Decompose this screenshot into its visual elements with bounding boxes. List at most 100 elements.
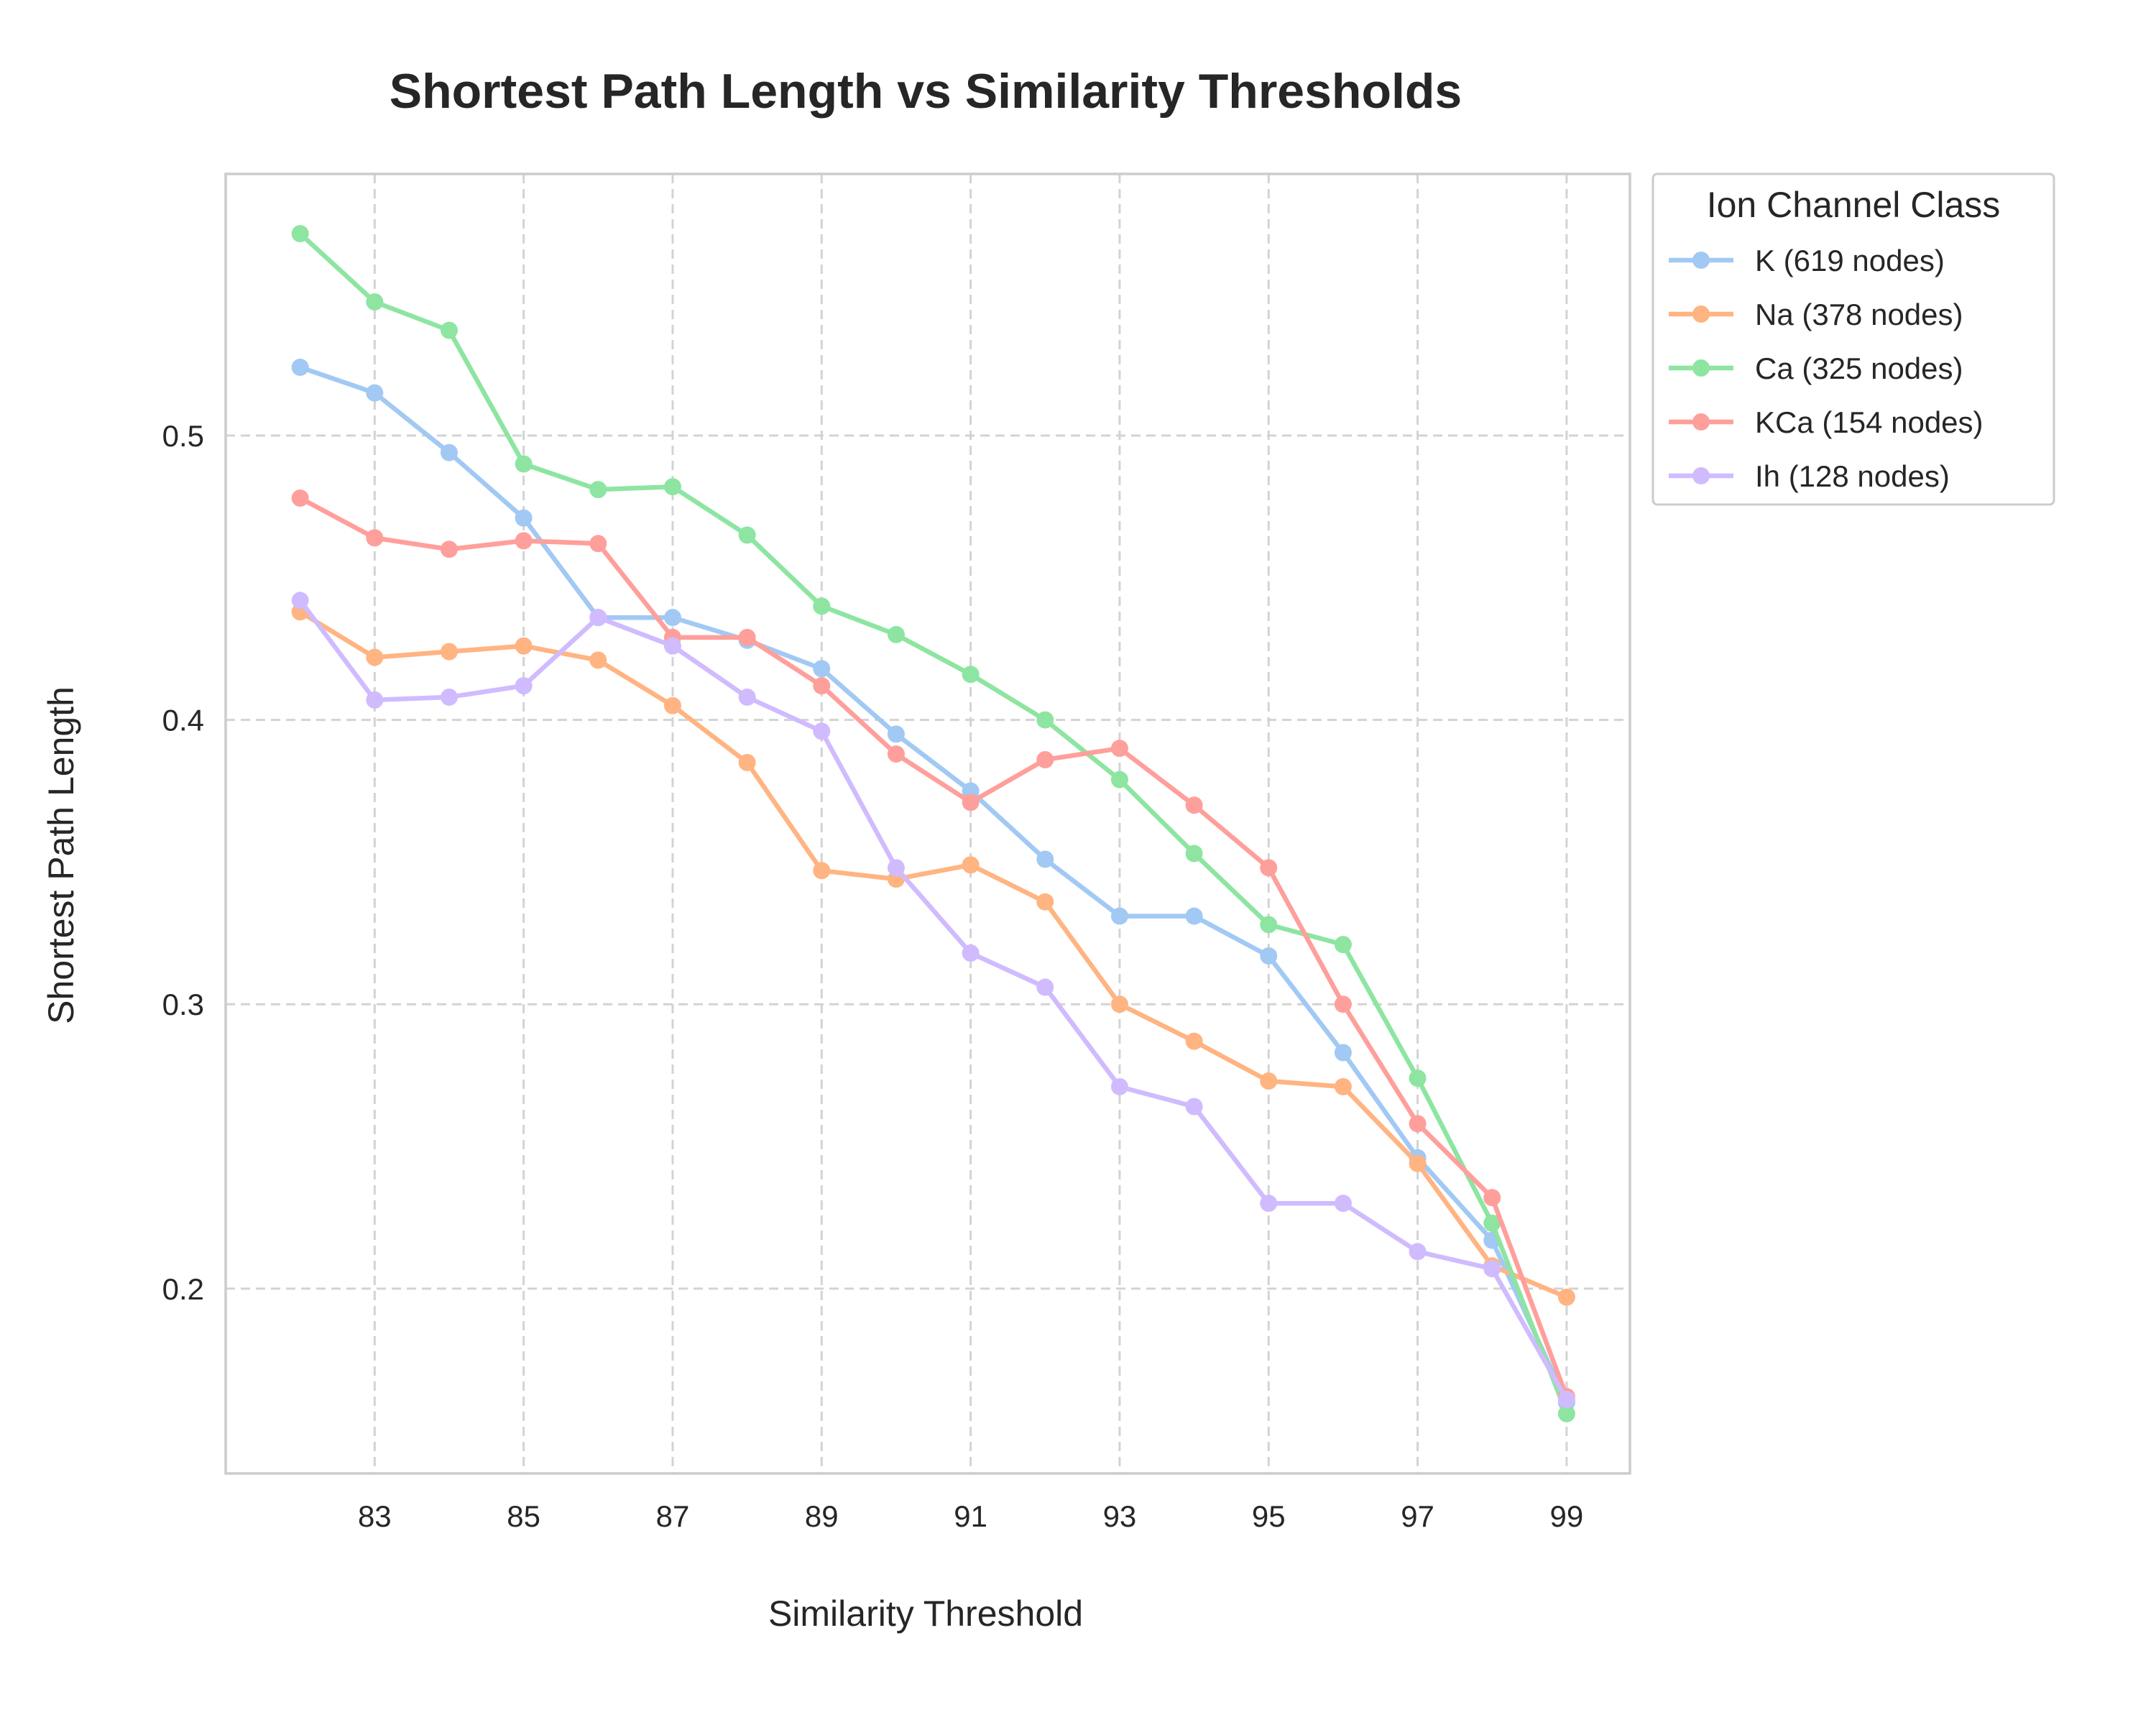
- data-point: [1036, 711, 1054, 729]
- plot-frame: [224, 172, 1631, 1475]
- data-point: [1036, 750, 1054, 768]
- data-point: [962, 794, 980, 811]
- data-point: [813, 722, 831, 740]
- y-tick-label: 0.5: [162, 419, 204, 453]
- data-point: [1409, 1243, 1427, 1261]
- series-line: [298, 495, 1570, 1399]
- y-tick-label: 0.3: [162, 988, 204, 1021]
- data-point: [589, 481, 607, 499]
- series-line: [298, 610, 1570, 1300]
- legend-label: KCa (154 nodes): [1755, 405, 1984, 439]
- data-point: [1185, 907, 1203, 925]
- legend: Ion Channel Class K (619 nodes) Na (378 n…: [1651, 172, 2055, 506]
- x-tick-label: 85: [507, 1499, 540, 1533]
- data-point: [813, 677, 831, 695]
- data-point: [440, 443, 458, 461]
- data-point: [1036, 850, 1054, 868]
- data-point: [738, 628, 756, 646]
- data-point: [962, 666, 980, 684]
- legend-marker: [1692, 359, 1710, 377]
- data-point: [366, 293, 384, 311]
- legend-label: Na (378 nodes): [1755, 298, 1963, 331]
- data-point: [663, 609, 681, 627]
- data-point: [1185, 1098, 1203, 1116]
- data-point: [291, 489, 309, 507]
- data-point: [887, 745, 905, 763]
- data-point: [1110, 907, 1128, 925]
- y-tick-label: 0.4: [162, 704, 204, 737]
- series-4: [291, 592, 1575, 1409]
- data-point: [1483, 1214, 1501, 1232]
- data-point: [887, 625, 905, 643]
- data-point: [1483, 1189, 1501, 1207]
- chart-title: Shortest Path Length vs Similarity Thres…: [390, 64, 1462, 119]
- data-point: [1185, 796, 1203, 814]
- data-point: [1409, 1154, 1427, 1172]
- legend-title: Ion Channel Class: [1707, 185, 2001, 225]
- legend-label: K (619 nodes): [1755, 244, 1945, 277]
- x-tick-labels: 83 85 87 89 91 93 95 97 99: [358, 1499, 1583, 1533]
- data-point: [515, 677, 533, 695]
- data-point: [1334, 995, 1352, 1013]
- series-line: [298, 364, 1570, 1405]
- legend-marker: [1692, 413, 1710, 431]
- data-point: [515, 509, 533, 527]
- legend-items: K (619 nodes) Na (378 nodes) Ca (325 nodes…: [1669, 244, 1984, 493]
- data-point: [1483, 1260, 1501, 1278]
- data-point: [1110, 770, 1128, 788]
- data-point: [887, 859, 905, 877]
- data-point: [1260, 1072, 1278, 1090]
- series-line: [298, 231, 1570, 1417]
- data-point: [1557, 1288, 1575, 1306]
- data-point: [962, 944, 980, 962]
- data-point: [738, 526, 756, 544]
- data-point: [813, 862, 831, 880]
- x-tick-label: 89: [805, 1499, 839, 1533]
- data-point: [589, 609, 607, 627]
- data-point: [1334, 1044, 1352, 1062]
- y-tick-label: 0.2: [162, 1272, 204, 1306]
- data-point: [1557, 1391, 1575, 1409]
- x-tick-label: 97: [1401, 1499, 1434, 1533]
- data-point: [1036, 978, 1054, 996]
- data-point: [1036, 893, 1054, 911]
- series-2: [291, 225, 1575, 1422]
- legend-item: K (619 nodes): [1669, 244, 1945, 277]
- data-point: [1334, 1195, 1352, 1213]
- x-axis-label: Similarity Threshold: [768, 1593, 1083, 1634]
- legend-item: Na (378 nodes): [1669, 298, 1963, 331]
- data-point: [366, 529, 384, 547]
- y-axis-label: Shortest Path Length: [41, 686, 81, 1024]
- legend-marker: [1692, 467, 1710, 484]
- data-point: [1260, 947, 1278, 965]
- data-point: [1110, 995, 1128, 1013]
- data-point: [291, 359, 309, 377]
- data-point: [1260, 859, 1278, 877]
- data-point: [1110, 740, 1128, 758]
- x-tick-label: 87: [656, 1499, 690, 1533]
- legend-marker: [1692, 252, 1710, 269]
- data-point: [1185, 1032, 1203, 1050]
- data-point: [738, 753, 756, 771]
- legend-label: Ca (325 nodes): [1755, 351, 1963, 385]
- data-point: [291, 592, 309, 610]
- data-point: [515, 637, 533, 655]
- series-line: [298, 598, 1570, 1402]
- legend-label: Ih (128 nodes): [1755, 459, 1950, 493]
- data-point: [887, 725, 905, 743]
- data-point: [1260, 1195, 1278, 1213]
- x-tick-label: 83: [358, 1499, 392, 1533]
- data-point: [813, 597, 831, 615]
- data-point: [366, 648, 384, 666]
- grid-lines: [226, 174, 1630, 1473]
- data-point: [440, 643, 458, 661]
- data-point: [1185, 845, 1203, 862]
- y-tick-labels: 0.2 0.3 0.4 0.5: [162, 419, 204, 1306]
- x-tick-label: 91: [954, 1499, 987, 1533]
- data-point: [1110, 1077, 1128, 1095]
- legend-item: KCa (154 nodes): [1669, 405, 1984, 439]
- data-point: [1409, 1115, 1427, 1133]
- data-point: [440, 321, 458, 339]
